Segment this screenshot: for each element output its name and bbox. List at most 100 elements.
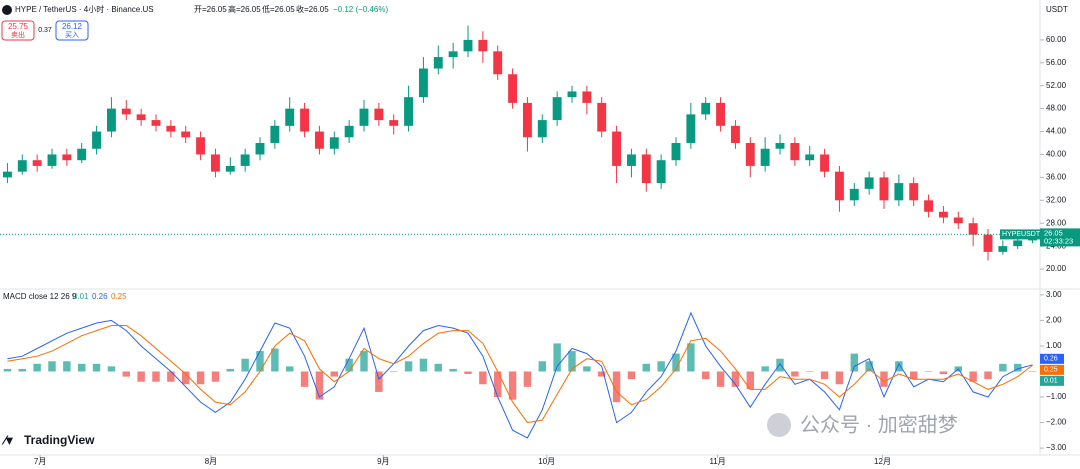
candle-body [181,131,191,138]
y-tick-label: −2.00 [1046,418,1067,427]
histogram-bar [271,348,279,372]
indicator-signal: 0.25 [111,292,127,301]
candle-body [790,143,800,161]
histogram-bar [360,351,368,372]
candle-body [77,148,87,161]
histogram-bar [806,371,814,372]
histogram-bar [137,371,145,382]
ohlc-close: 收=26.05 [296,4,329,14]
histogram-bar [479,371,487,385]
histogram-bar [345,358,353,372]
symbol: HYPE / TetherUS · 4小时 · Binance.US [15,4,154,14]
sell-button[interactable] [1,20,35,41]
histogram-bar [687,343,695,372]
candle-body [953,217,963,224]
histogram-bar [880,371,888,387]
currency[interactable]: USDT [1046,5,1068,14]
histogram-bar [984,371,992,380]
value-tag-label: 0.25 [1044,367,1058,374]
histogram-bar [449,368,457,372]
plot: 20.0024.0028.0032.0036.0040.0044.0048.00… [0,25,1080,466]
x-tick-label: 7月 [34,457,46,466]
value-tag-label: 0.01 [1044,378,1058,385]
histogram-bar [999,363,1007,372]
candle-body [493,51,503,75]
candle-body [17,160,27,172]
x-tick-label: 8月 [205,457,217,466]
candle-body [166,125,176,132]
buy-button[interactable] [55,20,89,41]
candle-body [998,246,1008,252]
value-tag-label: 0.26 [1044,356,1058,363]
candle-body [270,125,280,144]
histogram-bar [18,368,26,372]
histogram-bar [568,351,576,372]
macd-line [7,311,1033,439]
watermark: 公众号 · 加密甜梦 [800,413,958,436]
candle-body [463,39,473,52]
histogram-bar [1028,371,1037,372]
candle-body [210,154,220,172]
candle-body [418,68,428,98]
brand-logo: ⁄▾ [1,432,13,447]
x-tick-label: 10月 [538,457,555,466]
candle-body [641,154,651,184]
histogram-bar [434,363,442,372]
candle-body [285,108,295,126]
histogram-bar [419,358,428,372]
value-tag [1040,375,1064,386]
y-tick-label: 36.00 [1046,172,1067,181]
histogram-bar [315,371,324,400]
histogram-bar [375,371,383,392]
histogram-bar [835,371,844,385]
candle-body [240,154,250,166]
histogram-bar [598,371,606,377]
histogram-bar [791,371,799,377]
histogram-bar [182,371,190,385]
buy-price: 26.12 [62,22,83,31]
candle-body [730,125,740,144]
candle-body [448,51,458,58]
histogram-bar [152,371,160,382]
histogram-bar [63,361,71,372]
last-price: 26.05 [1044,228,1063,237]
candle-body [478,39,488,52]
value-tag [1040,353,1064,364]
y-tick-label: 3.00 [1046,290,1062,299]
candle-body [983,234,993,252]
candle-body [567,91,577,98]
indicator-hist: 0.01 [73,292,89,301]
histogram-bar [731,371,740,387]
histogram-bar [3,368,12,372]
candle-body [225,165,235,172]
candle-body [136,114,146,121]
histogram-bar [33,363,41,372]
candle-body [196,137,206,155]
countdown: 02:33:23 [1044,236,1073,245]
histogram-bar [494,371,502,398]
histogram-bar [256,351,264,372]
candle-body [537,120,547,138]
histogram-bar [657,361,665,372]
candle-body [805,154,815,161]
candle-body [314,131,324,149]
histogram-bar [969,371,977,382]
histogram-bar [702,371,710,380]
histogram-bar [390,371,398,372]
candle-body [879,177,889,201]
histogram-bar [226,368,234,372]
histogram-bar [167,371,175,382]
candle-body [582,91,592,103]
spread: 0.37 [38,27,52,34]
histogram-bar [300,371,309,387]
x-tick-label: 12月 [874,457,891,466]
histogram-bar [776,358,784,372]
ohlc-open: 开=26.05 [194,5,227,14]
histogram-bar [865,361,873,372]
histogram-bar [642,363,650,372]
y-tick-label: 40.00 [1046,150,1067,159]
sell-label: 卖出 [11,30,25,39]
value-tag [1040,364,1064,375]
candle-body [389,120,399,126]
